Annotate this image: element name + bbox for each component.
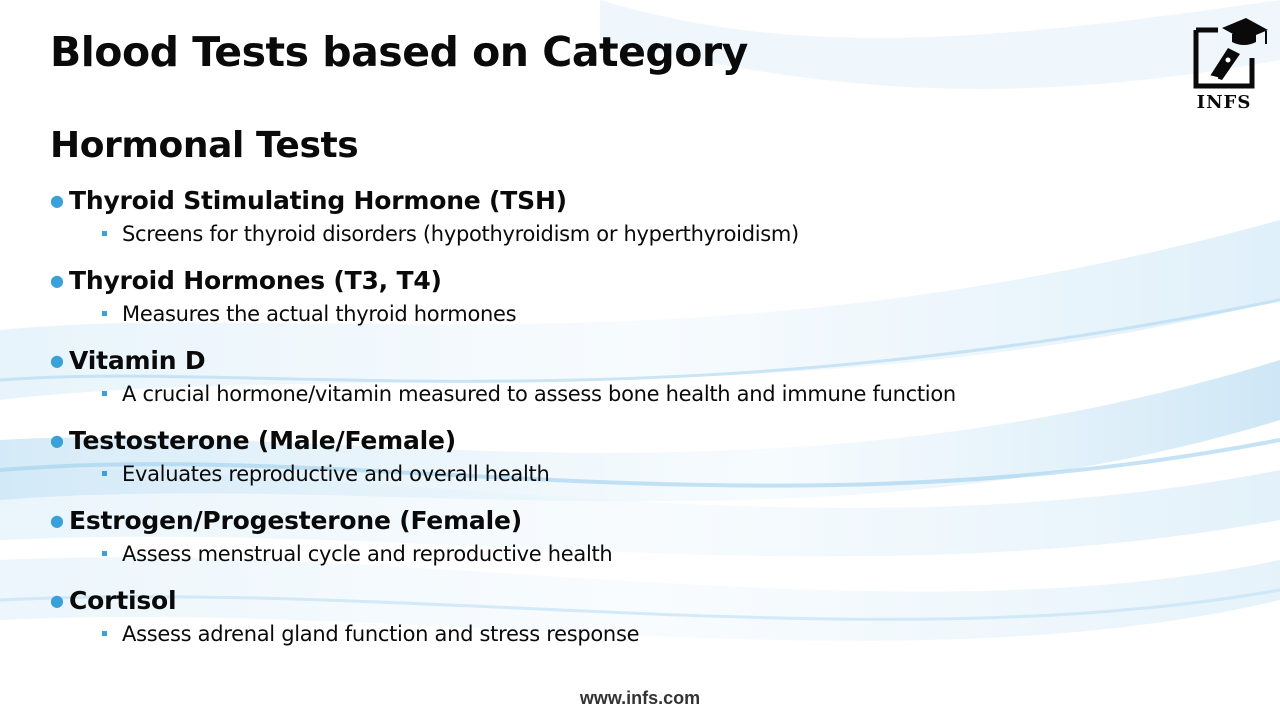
list-item: ● Thyroid Hormones (T3, T4) Measures the… <box>50 266 1150 328</box>
bullet-dot-icon: ● <box>50 191 64 210</box>
footer-url: www.infs.com <box>579 688 701 708</box>
bullet-square-icon <box>102 391 107 396</box>
test-description: Measures the actual thyroid hormones <box>122 302 517 326</box>
bullet-square-icon <box>102 231 107 236</box>
bullet-dot-icon: ● <box>50 271 64 290</box>
test-name: Testosterone (Male/Female) <box>69 426 456 455</box>
logo-text: INFS <box>1196 92 1252 113</box>
test-name: Estrogen/Progesterone (Female) <box>69 506 522 535</box>
section-heading: Hormonal Tests <box>50 125 359 166</box>
bullet-square-icon <box>102 311 107 316</box>
bullet-dot-icon: ● <box>50 511 64 530</box>
test-description: Evaluates reproductive and overall healt… <box>122 462 550 486</box>
test-name: Cortisol <box>69 586 177 615</box>
test-description: A crucial hormone/vitamin measured to as… <box>122 382 956 406</box>
list-item: ● Estrogen/Progesterone (Female) Assess … <box>50 506 1150 568</box>
bullet-dot-icon: ● <box>50 591 64 610</box>
bullet-dot-icon: ● <box>50 431 64 450</box>
test-description: Screens for thyroid disorders (hypothyro… <box>122 222 799 246</box>
list-item: ● Thyroid Stimulating Hormone (TSH) Scre… <box>50 186 1150 248</box>
bullet-square-icon <box>102 551 107 556</box>
bullet-dot-icon: ● <box>50 351 64 370</box>
test-name: Thyroid Stimulating Hormone (TSH) <box>69 186 567 215</box>
test-name: Thyroid Hormones (T3, T4) <box>69 266 442 295</box>
list-item: ● Testosterone (Male/Female) Evaluates r… <box>50 426 1150 488</box>
test-name: Vitamin D <box>69 346 206 375</box>
infs-logo: INFS <box>1188 14 1270 114</box>
list-item: ● Cortisol Assess adrenal gland function… <box>50 586 1150 648</box>
test-description: Assess menstrual cycle and reproductive … <box>122 542 613 566</box>
graduation-cap-pen-icon <box>1193 18 1268 89</box>
list-item: ● Vitamin D A crucial hormone/vitamin me… <box>50 346 1150 408</box>
bullet-square-icon <box>102 471 107 476</box>
slide-title: Blood Tests based on Category <box>50 28 748 76</box>
test-description: Assess adrenal gland function and stress… <box>122 622 640 646</box>
bullet-square-icon <box>102 631 107 636</box>
